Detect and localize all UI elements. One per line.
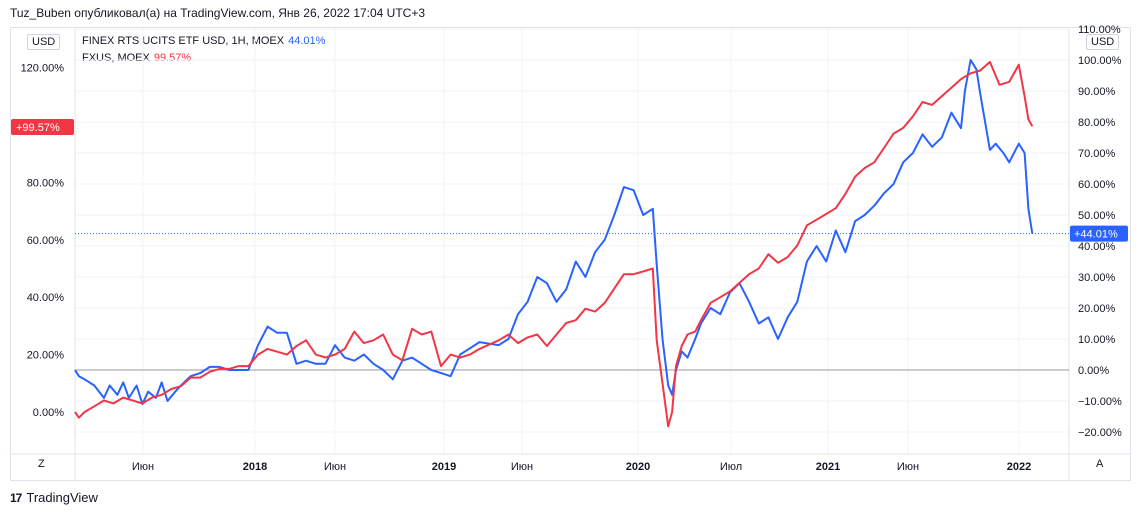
timezone-button[interactable]: Z	[38, 458, 45, 470]
auto-scale-button[interactable]: A	[1096, 458, 1104, 470]
legend-item-fxus[interactable]: FXUS, MOEX 99.57%	[82, 52, 191, 64]
left-currency-button[interactable]: USD	[27, 34, 61, 50]
chart-frame[interactable]	[10, 27, 1131, 481]
legend-item-rts[interactable]: FINEX RTS UCITS ETF USD, 1H, MOEX 44.01%	[82, 35, 325, 47]
tradingview-logo-icon: 17	[10, 490, 22, 505]
legend-value: 44.01%	[288, 35, 326, 47]
legend-label: FINEX RTS UCITS ETF USD, 1H, MOEX	[82, 35, 285, 47]
publish-info: Tuz_Buben опубликовал(а) на TradingView.…	[10, 6, 426, 20]
footer: 17 TradingView	[10, 490, 98, 505]
legend-label: FXUS, MOEX	[82, 52, 150, 64]
legend-value: 99.57%	[153, 52, 192, 64]
brand-name: TradingView	[26, 490, 98, 505]
right-currency-button[interactable]: USD	[1086, 34, 1120, 50]
